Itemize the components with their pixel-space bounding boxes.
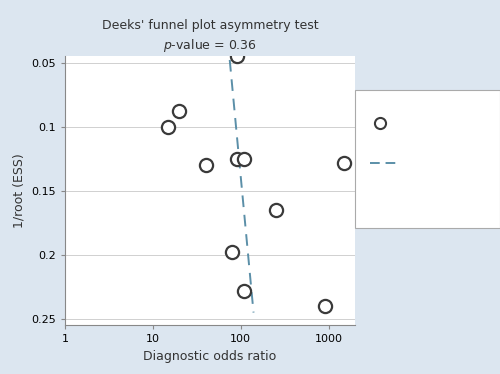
Point bbox=[228, 249, 236, 255]
Point bbox=[232, 156, 240, 162]
Point bbox=[232, 53, 240, 59]
Point bbox=[240, 156, 248, 162]
Point bbox=[202, 162, 209, 168]
Title: Deeks' funnel plot asymmetry test
$\it{p}$-value = 0.36: Deeks' funnel plot asymmetry test $\it{p… bbox=[102, 19, 318, 54]
Point bbox=[240, 288, 248, 294]
Point bbox=[164, 124, 172, 130]
Text: Regression
line: Regression line bbox=[400, 149, 464, 177]
Point bbox=[320, 303, 328, 309]
Y-axis label: 1/root (ESS): 1/root (ESS) bbox=[12, 153, 26, 228]
Point bbox=[272, 207, 280, 213]
Point bbox=[176, 108, 184, 114]
Text: Study: Study bbox=[400, 117, 434, 130]
X-axis label: Diagnostic odds ratio: Diagnostic odds ratio bbox=[144, 350, 276, 363]
Point bbox=[340, 160, 348, 166]
